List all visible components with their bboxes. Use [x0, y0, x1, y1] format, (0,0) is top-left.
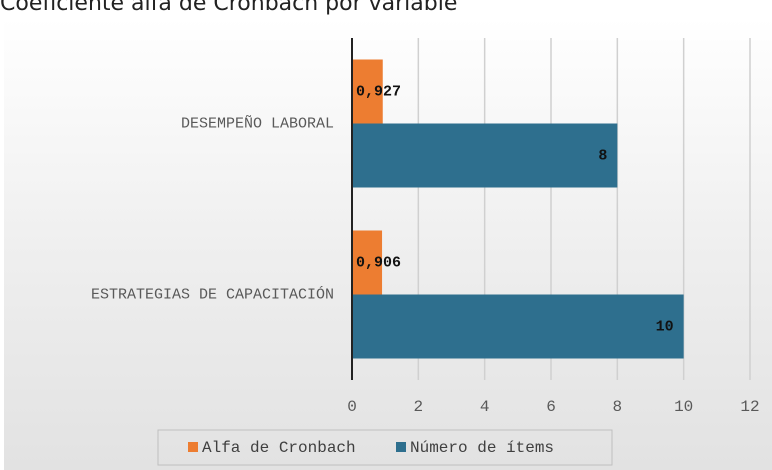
x-tick-label: 8 — [613, 398, 623, 416]
x-tick-label: 6 — [546, 398, 556, 416]
legend-swatch — [396, 442, 406, 452]
chart-background — [4, 18, 772, 470]
legend-swatch — [188, 442, 198, 452]
data-label: 0,906 — [356, 254, 401, 271]
x-tick-label: 10 — [674, 398, 693, 416]
y-tick-label: ESTRATEGIAS DE CAPACITACIÓN — [91, 285, 334, 303]
data-label: 10 — [656, 318, 674, 335]
legend-label: Número de ítems — [410, 439, 554, 457]
bar — [352, 230, 383, 295]
data-label: 0,927 — [356, 83, 401, 100]
legend-label: Alfa de Cronbach — [202, 439, 356, 457]
x-tick-label: 0 — [347, 398, 357, 416]
x-tick-label: 4 — [480, 398, 490, 416]
y-tick-label: DESEMPEÑO LABORAL — [181, 115, 334, 132]
legend-box — [157, 429, 613, 466]
bar — [352, 59, 383, 124]
x-tick-label: 2 — [414, 398, 424, 416]
bar — [352, 294, 684, 359]
x-tick-label: 12 — [740, 398, 759, 416]
bar — [352, 123, 618, 188]
data-label: 8 — [598, 147, 607, 164]
chart-title: Coeficiente alfa de Cronbach por variabl… — [0, 0, 457, 16]
